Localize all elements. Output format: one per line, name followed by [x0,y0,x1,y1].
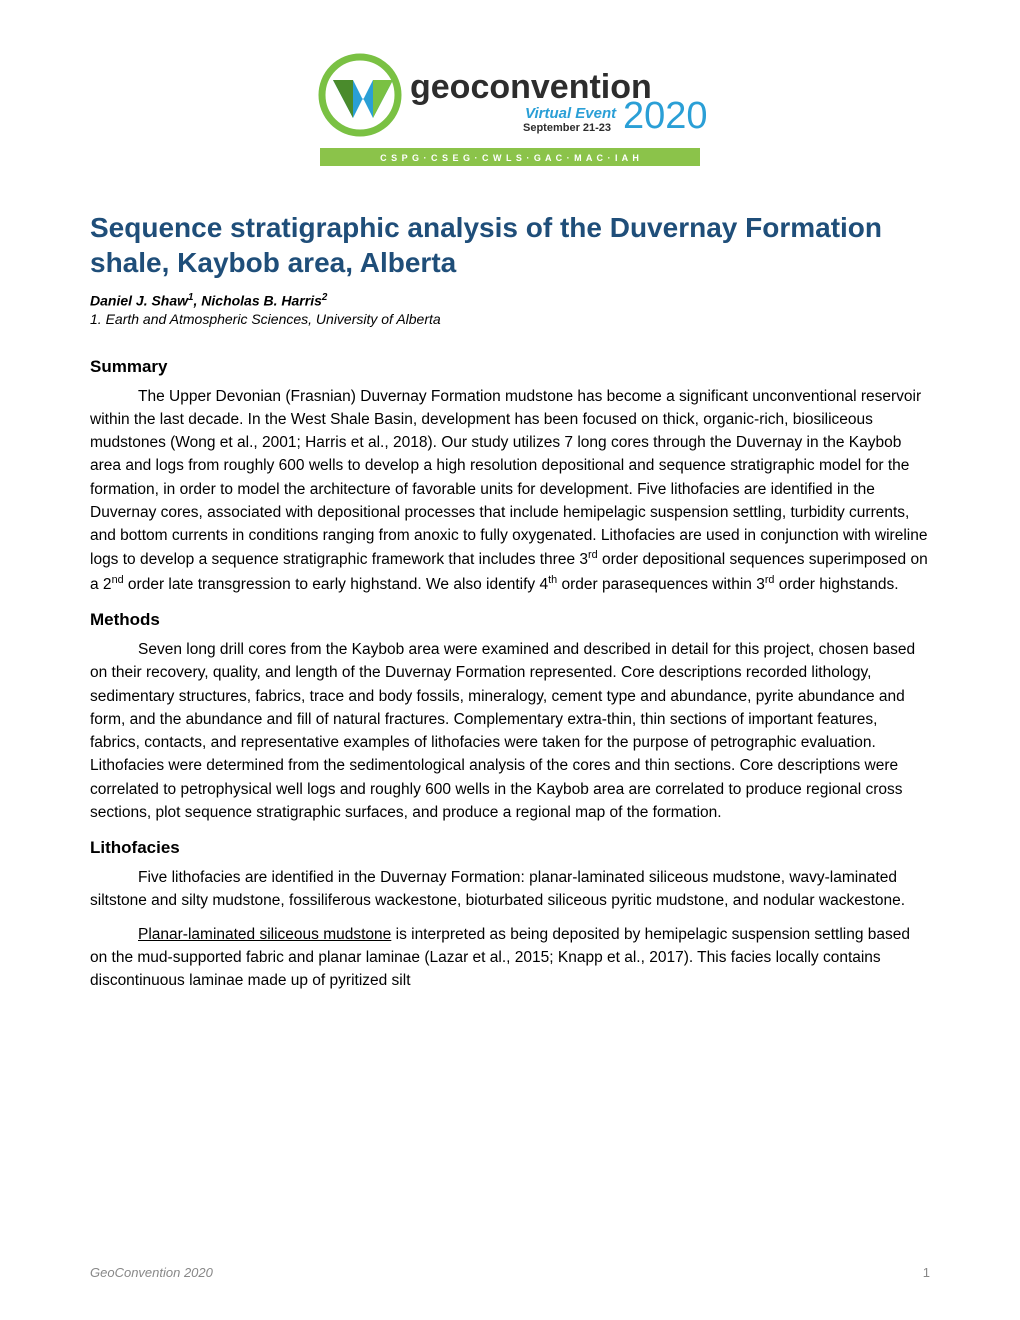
svg-text:September 21-23: September 21-23 [523,122,611,134]
lithofacies-para2: Planar-laminated siliceous mudstone is i… [90,923,930,993]
logo-container: geoconvention Virtual Event September 21… [90,50,930,175]
svg-text:C S P G · C S E G · C W L: C S P G · C S E G · C W L S · G A C · M … [380,153,640,163]
authors: Daniel J. Shaw1, Nicholas B. Harris2 [90,292,930,309]
summary-body: The Upper Devonian (Frasnian) Duvernay F… [90,385,930,597]
paper-title: Sequence stratigraphic analysis of the D… [90,210,930,280]
svg-text:geoconvention: geoconvention [410,68,652,106]
svg-text:2020: 2020 [623,95,708,137]
page-number: 1 [923,1265,930,1280]
footer-left: GeoConvention 2020 [90,1265,213,1280]
affiliation: 1. Earth and Atmospheric Sciences, Unive… [90,311,930,327]
methods-body: Seven long drill cores from the Kaybob a… [90,638,930,824]
lithofacies-heading: Lithofacies [90,838,930,858]
svg-text:Virtual Event: Virtual Event [525,105,617,122]
footer: GeoConvention 2020 1 [90,1265,930,1280]
methods-heading: Methods [90,610,930,630]
lithofacies-para1: Five lithofacies are identified in the D… [90,866,930,913]
geoconvention-logo: geoconvention Virtual Event September 21… [305,50,715,170]
summary-heading: Summary [90,357,930,377]
